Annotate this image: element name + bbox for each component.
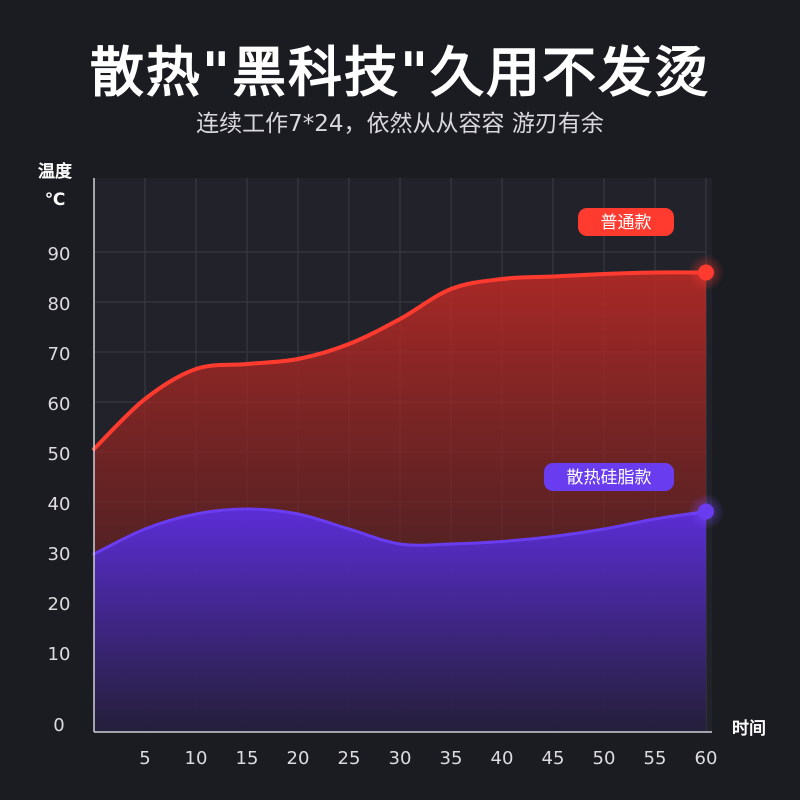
x-tick-label: 60	[695, 748, 718, 769]
x-axis-label: 时间	[732, 719, 766, 739]
normal-series-end-point	[698, 264, 714, 281]
y-tick-label: 0	[53, 715, 64, 736]
thermal-paste-series-label: 散热硅脂款	[567, 468, 652, 488]
x-tick-label: 5	[139, 748, 150, 769]
y-axis-label-unit: ℃	[44, 190, 66, 210]
y-axis-label-name: 温度	[38, 162, 72, 182]
chart-areas	[94, 272, 706, 732]
thermal-paste-series-area	[94, 509, 706, 732]
x-tick-label: 50	[593, 748, 616, 769]
x-tick-label: 35	[440, 748, 463, 769]
x-tick-label: 55	[644, 748, 667, 769]
normal-series-line	[92, 270, 708, 451]
x-tick-label: 20	[287, 748, 310, 769]
page-title: 散热"黑科技"久用不发烫	[89, 41, 711, 104]
y-tick-label: 40	[48, 494, 71, 515]
chart-lines	[92, 254, 724, 556]
y-axis-label: 温度 ℃	[38, 158, 72, 214]
chart-axes	[93, 178, 712, 733]
page-subtitle: 连续工作7*24，依然从从容容 游刃有余	[196, 111, 604, 137]
x-tick-label: 25	[338, 748, 361, 769]
normal-series-label: 普通款	[601, 213, 652, 233]
normal-series-pill	[578, 208, 674, 236]
thermal-paste-series-line	[92, 507, 708, 556]
x-tick-label: 15	[236, 748, 259, 769]
thermal-paste-series-end-point	[698, 503, 714, 520]
y-tick-label: 30	[48, 544, 71, 565]
thermal-paste-series-pill	[544, 463, 674, 491]
y-tick-label: 20	[48, 594, 71, 615]
y-tick-label: 80	[48, 294, 71, 315]
x-tick-label: 45	[542, 748, 565, 769]
y-tick-label: 90	[48, 244, 71, 265]
y-tick-label: 60	[48, 394, 71, 415]
y-tick-label: 10	[48, 644, 71, 665]
y-tick-label: 50	[48, 444, 71, 465]
x-tick-label: 10	[185, 748, 208, 769]
x-tick-label: 40	[491, 748, 514, 769]
y-tick-label: 70	[48, 344, 71, 365]
x-tick-label: 30	[389, 748, 412, 769]
